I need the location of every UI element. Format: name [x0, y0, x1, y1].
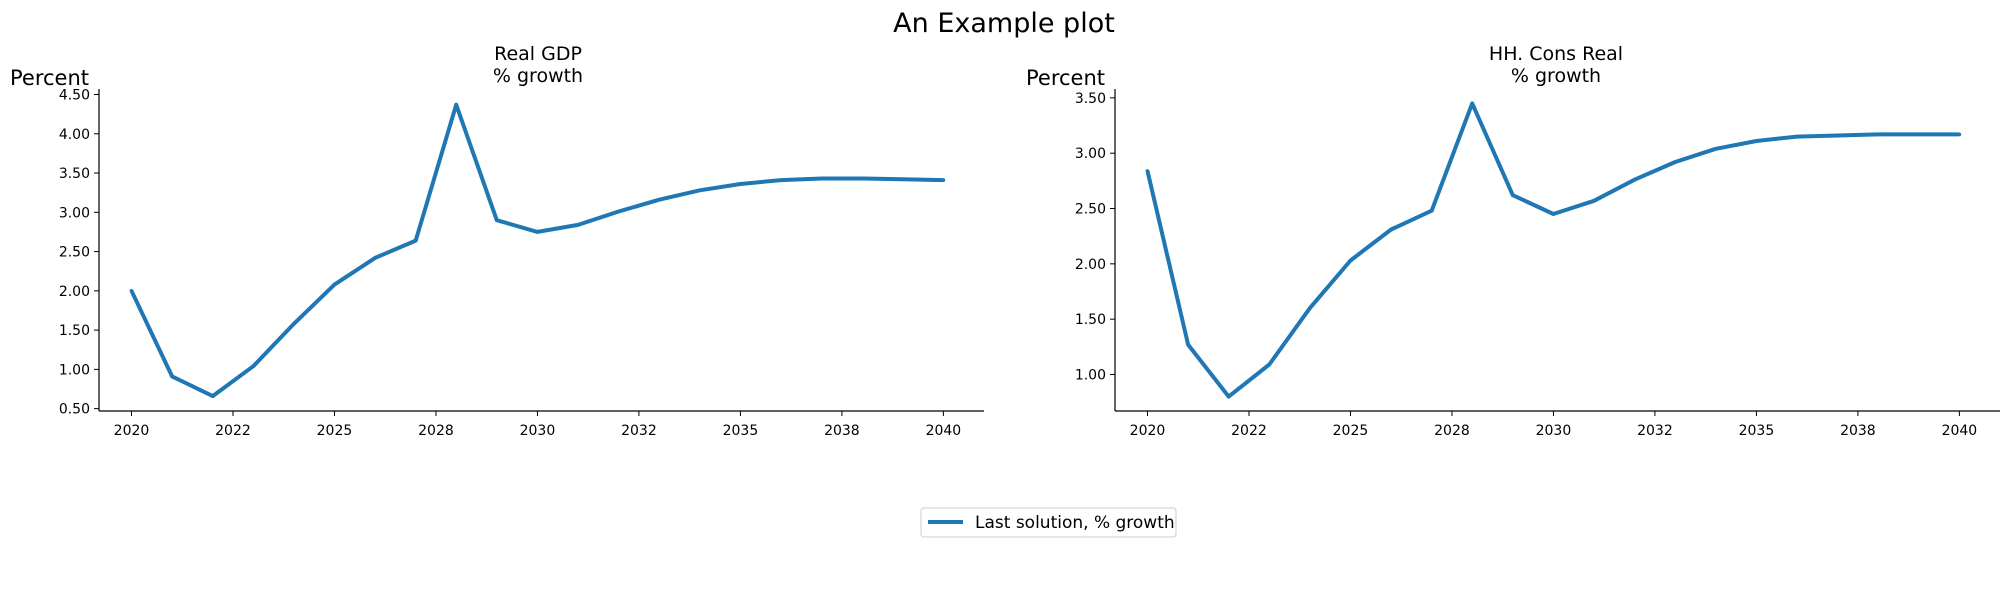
y-tick-label: 1.50	[59, 323, 90, 339]
y-tick-label: 3.00	[59, 205, 90, 221]
data-point	[413, 238, 418, 243]
y-tick-label: 2.00	[1075, 257, 1106, 273]
data-point	[657, 197, 662, 202]
data-point	[332, 282, 337, 287]
x-tick-label: 2032	[1637, 423, 1673, 439]
x-tick-label: 2035	[723, 423, 759, 439]
y-tick-label: 3.50	[59, 166, 90, 182]
x-tick-label: 2032	[621, 423, 657, 439]
data-point	[1145, 169, 1150, 173]
data-point	[129, 289, 134, 293]
data-point	[779, 178, 783, 182]
y-tick-label: 2.00	[59, 284, 90, 300]
panel-title-line: HH. Cons Real	[1489, 43, 1623, 65]
y-tick-label: 1.00	[1075, 367, 1106, 383]
data-point	[1876, 132, 1881, 137]
x-tick-label: 2040	[926, 423, 962, 439]
data-point	[1308, 306, 1312, 310]
data-point	[1632, 177, 1637, 182]
panel-title-line: % growth	[1511, 65, 1601, 87]
data-point	[738, 182, 743, 186]
legend-label: Last solution, % growth	[975, 513, 1175, 533]
x-tick-label: 2020	[1130, 423, 1166, 439]
data-point	[576, 223, 580, 227]
data-point	[1186, 342, 1190, 347]
data-point	[1470, 101, 1475, 106]
series-line	[1145, 101, 1960, 399]
panel-title-line: Real GDP	[494, 43, 582, 65]
data-point	[1673, 160, 1678, 164]
x-tick-label: 2025	[1333, 423, 1369, 439]
data-point	[860, 176, 865, 181]
data-point	[1754, 139, 1759, 143]
series-line	[129, 102, 944, 399]
figure-title: An Example plot	[893, 8, 1115, 39]
data-point	[819, 176, 824, 181]
data-point	[1226, 394, 1231, 399]
y-tick-label: 0.50	[59, 402, 90, 418]
data-point	[616, 209, 621, 214]
chart-panel-real-gdp: Real GDP% growth Percent 0.50 1.00 1.50 2.00 2…	[10, 43, 984, 439]
data-point	[454, 102, 459, 107]
y-tick-label: 4.00	[59, 127, 90, 143]
data-point	[1714, 146, 1718, 151]
data-point	[210, 394, 215, 398]
data-point	[1917, 132, 1921, 137]
x-tick-label: 2022	[1231, 423, 1267, 439]
data-point	[495, 218, 499, 222]
data-point	[1795, 134, 1799, 139]
data-point	[251, 364, 256, 369]
x-tick-label: 2022	[215, 423, 251, 439]
x-tick-label: 2030	[520, 423, 556, 439]
y-tick-label: 1.00	[59, 362, 90, 378]
y-tick-label: 3.00	[1075, 146, 1106, 162]
legend-frame	[920, 507, 1177, 538]
data-point	[1511, 193, 1515, 198]
data-point	[1348, 258, 1353, 263]
data-point	[1835, 133, 1840, 138]
data-point	[941, 178, 946, 182]
panel-title-line: % growth	[493, 65, 583, 87]
y-tick-label: 3.50	[1075, 91, 1106, 107]
data-point	[1957, 132, 1962, 137]
x-tick-label: 2038	[824, 423, 860, 439]
data-point	[170, 374, 174, 379]
x-tick-label: 2035	[1739, 423, 1775, 439]
data-point	[901, 177, 905, 182]
data-point	[373, 256, 377, 260]
data-point	[292, 322, 296, 326]
y-axis-label: Percent	[1026, 66, 1105, 90]
x-tick-label: 2038	[1840, 423, 1876, 439]
y-tick-label: 4.50	[59, 87, 90, 103]
x-tick-label: 2020	[114, 423, 150, 439]
y-tick-label: 1.50	[1075, 312, 1106, 328]
y-tick-label: 2.50	[59, 245, 90, 261]
data-point	[698, 188, 702, 193]
x-tick-label: 2025	[317, 423, 353, 439]
data-point	[1429, 208, 1434, 213]
x-tick-label: 2028	[1434, 423, 1470, 439]
x-tick-label: 2030	[1536, 423, 1572, 439]
data-point	[1592, 198, 1596, 203]
x-tick-label: 2040	[1942, 423, 1978, 439]
legend: Last solution, % growth	[920, 507, 1177, 538]
data-point	[1551, 212, 1556, 216]
y-axis-label: Percent	[10, 66, 89, 90]
chart-panel-hh-cons-real: HH. Cons Real% growth Percent 1.00 1.50 2.00…	[1026, 43, 2000, 439]
x-tick-label: 2028	[418, 423, 454, 439]
data-point	[535, 230, 540, 234]
data-point	[1267, 362, 1272, 367]
y-tick-label: 2.50	[1075, 202, 1106, 218]
data-point	[1389, 227, 1393, 232]
